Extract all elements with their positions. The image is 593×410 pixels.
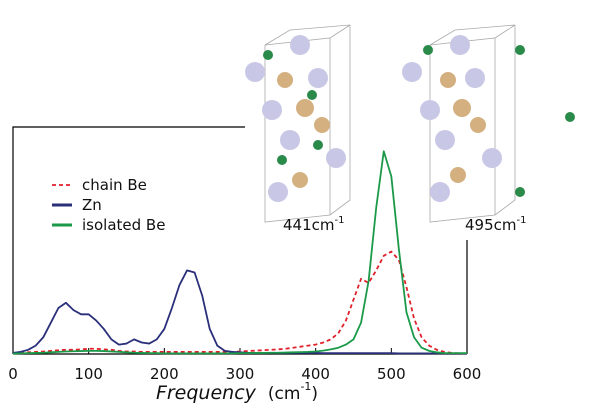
x-tick-label: 0 <box>8 365 18 383</box>
legend-label: Zn <box>82 196 102 214</box>
annotation: 441cm-1 <box>283 215 344 234</box>
x-axis-label: Frequency (cm-1) <box>156 380 318 404</box>
annotation: 495cm-1 <box>465 215 526 234</box>
cell-box-2 <box>429 24 516 223</box>
x-tick-label: 300 <box>226 365 255 383</box>
x-tick-label: 500 <box>377 365 406 383</box>
x-tick-label: 400 <box>301 365 330 383</box>
series-line <box>12 269 468 355</box>
legend-label: isolated Be <box>82 216 165 234</box>
x-tick-label: 600 <box>453 365 482 383</box>
series-line <box>12 150 467 355</box>
atoms <box>245 35 575 202</box>
frame <box>12 126 245 354</box>
structure-images <box>264 24 516 223</box>
x-tick-label: 200 <box>150 365 179 383</box>
x-tick-label: 100 <box>74 365 103 383</box>
legend-label: chain Be <box>82 176 147 194</box>
series-line <box>12 250 468 355</box>
